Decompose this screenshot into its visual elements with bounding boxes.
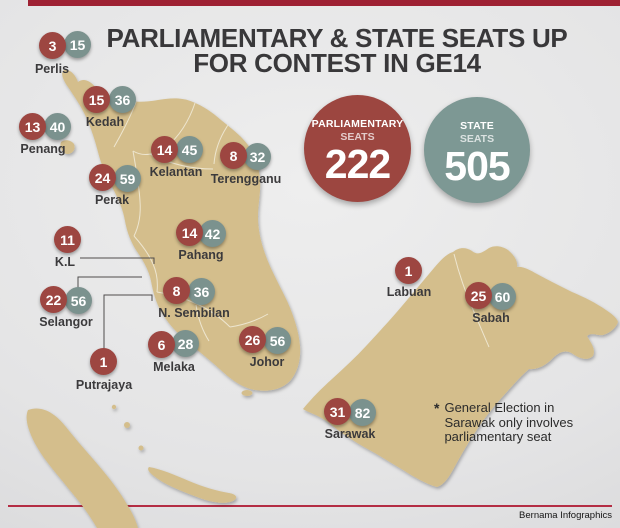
labuan-island xyxy=(421,290,429,296)
badge-nsembilan-parliamentary: 8 xyxy=(163,277,190,304)
small-island xyxy=(138,445,144,451)
badge-selangor-state: 56 xyxy=(65,287,92,314)
label-perak: Perak xyxy=(94,193,130,207)
badge-terengganu-parliamentary: 8 xyxy=(220,142,247,169)
footnote-line1: General Election in xyxy=(444,400,555,415)
badge-labuan-parliamentary: 1 xyxy=(395,257,422,284)
badge-johor-parliamentary: 26 xyxy=(239,326,266,353)
badge-pahang-parliamentary: 14 xyxy=(176,219,203,246)
label-kl: K.L xyxy=(54,255,76,269)
selangor-callout-line xyxy=(77,276,142,288)
parliamentary-total-circle: PARLIAMENTARY SEATS 222 xyxy=(304,95,411,202)
badge-perlis-parliamentary: 3 xyxy=(39,32,66,59)
title-line2: FOR CONTEST IN GE14 xyxy=(193,48,481,78)
title-line1: PARLIAMENTARY & STATE SEATS UP xyxy=(106,23,568,53)
label-melaka: Melaka xyxy=(153,360,195,374)
riau-islands xyxy=(148,467,237,503)
badge-kedah-state: 36 xyxy=(109,86,136,113)
badge-terengganu-state: 32 xyxy=(244,143,271,170)
label-perlis: Perlis xyxy=(34,62,70,76)
label-kedah: Kedah xyxy=(85,115,125,129)
badge-perak-parliamentary: 24 xyxy=(89,164,116,191)
badge-selangor-parliamentary: 22 xyxy=(40,286,67,313)
badge-melaka-state: 28 xyxy=(172,330,199,357)
badge-johor-state: 56 xyxy=(264,327,291,354)
label-sarawak: Sarawak xyxy=(324,427,376,441)
top-accent-line xyxy=(28,0,620,6)
label-labuan: Labuan xyxy=(386,285,432,299)
footnote-asterisk: * xyxy=(434,400,440,416)
badge-pahang-state: 42 xyxy=(199,220,226,247)
footnote: * General Election in Sarawak only invol… xyxy=(434,400,574,445)
label-pahang: Pahang xyxy=(178,248,224,262)
badge-penang-state: 40 xyxy=(44,113,71,140)
singapore-island xyxy=(241,390,253,396)
state-total-sublabel: SEATS xyxy=(459,133,495,145)
badge-sabah-state: 60 xyxy=(489,283,516,310)
badge-perlis-state: 15 xyxy=(64,31,91,58)
state-total-circle: STATE SEATS 505 xyxy=(424,97,530,203)
borneo-landmass xyxy=(303,246,618,487)
credit-text: Bernama Infographics xyxy=(519,510,612,521)
parliamentary-total-label: PARLIAMENTARY xyxy=(311,118,404,130)
badge-sarawak-parliamentary: 31 xyxy=(324,398,351,425)
label-selangor: Selangor xyxy=(39,315,93,329)
badge-sabah-parliamentary: 25 xyxy=(465,282,492,309)
footnote-line2: Sarawak only involves xyxy=(444,414,574,430)
footnote-line3: parliamentary seat xyxy=(444,429,552,444)
badge-perak-state: 59 xyxy=(114,165,141,192)
penang-island xyxy=(60,140,75,154)
label-johor: Johor xyxy=(249,355,285,369)
parliamentary-total-value: 222 xyxy=(324,141,391,187)
state-total-value: 505 xyxy=(444,143,510,189)
badge-kl-parliamentary: 11 xyxy=(54,226,81,253)
badge-sarawak-state: 82 xyxy=(349,399,376,426)
badge-putrajaya-parliamentary: 1 xyxy=(90,348,117,375)
badge-kelantan-state: 45 xyxy=(176,136,203,163)
badge-kelantan-parliamentary: 14 xyxy=(151,136,178,163)
badge-penang-parliamentary: 13 xyxy=(19,113,46,140)
bottom-accent-line xyxy=(8,505,612,507)
label-sabah: Sabah xyxy=(472,311,510,325)
kl-callout-line xyxy=(80,257,155,264)
callout-lines xyxy=(77,257,155,349)
label-nsembilan: N. Sembilan xyxy=(158,306,230,320)
page-title: PARLIAMENTARY & STATE SEATS UP FOR CONTE… xyxy=(0,23,620,78)
small-island xyxy=(111,404,117,410)
sumatra-landmass xyxy=(26,408,138,528)
label-terengganu: Terengganu xyxy=(210,172,282,186)
label-penang: Penang xyxy=(20,142,66,156)
small-island xyxy=(124,422,130,428)
label-putrajaya: Putrajaya xyxy=(75,378,133,392)
state-total-label: STATE xyxy=(460,120,494,132)
badge-melaka-parliamentary: 6 xyxy=(148,331,175,358)
badge-nsembilan-state: 36 xyxy=(188,278,215,305)
putrajaya-callout-line xyxy=(103,294,153,349)
parliamentary-total-sublabel: SEATS xyxy=(340,131,375,143)
label-kelantan: Kelantan xyxy=(149,165,203,179)
badge-kedah-parliamentary: 15 xyxy=(83,86,110,113)
